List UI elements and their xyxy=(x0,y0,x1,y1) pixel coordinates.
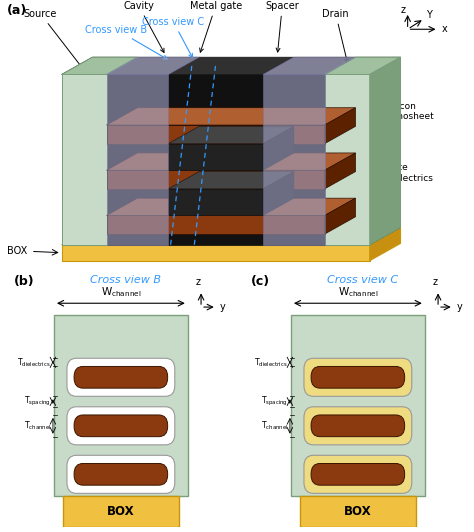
Polygon shape xyxy=(263,127,294,170)
Polygon shape xyxy=(325,108,356,144)
Polygon shape xyxy=(62,57,137,74)
Text: Spacer: Spacer xyxy=(265,1,299,52)
FancyBboxPatch shape xyxy=(74,415,168,437)
Text: y: y xyxy=(219,302,225,312)
Polygon shape xyxy=(107,198,356,215)
Polygon shape xyxy=(325,57,401,74)
Text: T$_{\mathregular{dielectrics}}$: T$_{\mathregular{dielectrics}}$ xyxy=(255,356,288,369)
Polygon shape xyxy=(107,74,168,245)
Polygon shape xyxy=(62,245,370,261)
FancyBboxPatch shape xyxy=(67,455,175,493)
Text: T$_{\mathregular{channel}}$: T$_{\mathregular{channel}}$ xyxy=(261,420,288,432)
Polygon shape xyxy=(300,496,416,527)
FancyBboxPatch shape xyxy=(67,407,175,445)
Text: T$_{\mathregular{dielectrics}}$: T$_{\mathregular{dielectrics}}$ xyxy=(18,356,51,369)
FancyBboxPatch shape xyxy=(304,455,412,493)
Polygon shape xyxy=(62,57,401,74)
Text: z: z xyxy=(433,277,438,287)
Text: z: z xyxy=(401,5,406,15)
Text: (c): (c) xyxy=(251,275,270,288)
FancyBboxPatch shape xyxy=(74,367,168,388)
Polygon shape xyxy=(63,496,179,527)
Polygon shape xyxy=(168,127,294,144)
Text: Cross view B: Cross view B xyxy=(85,24,167,59)
Text: Cross view C: Cross view C xyxy=(142,16,204,57)
Text: Gate
dielectrics: Gate dielectrics xyxy=(386,163,433,182)
Polygon shape xyxy=(325,74,370,245)
Text: T$_{\mathregular{spacing}}$: T$_{\mathregular{spacing}}$ xyxy=(24,395,51,408)
Polygon shape xyxy=(168,171,294,189)
Polygon shape xyxy=(107,153,356,170)
Polygon shape xyxy=(107,57,199,74)
Text: Drain: Drain xyxy=(322,9,349,63)
Text: (b): (b) xyxy=(14,275,35,288)
Text: Metal gate: Metal gate xyxy=(190,1,242,52)
Text: x: x xyxy=(442,24,447,34)
Polygon shape xyxy=(263,74,325,245)
Polygon shape xyxy=(263,171,294,215)
Text: W$_{\mathregular{channel}}$: W$_{\mathregular{channel}}$ xyxy=(337,285,378,298)
Polygon shape xyxy=(54,315,188,496)
Text: y: y xyxy=(456,302,462,312)
Text: Y: Y xyxy=(426,11,431,20)
Polygon shape xyxy=(263,57,356,74)
Text: BOX: BOX xyxy=(344,505,372,518)
FancyBboxPatch shape xyxy=(311,415,405,437)
Polygon shape xyxy=(107,108,356,125)
Polygon shape xyxy=(62,228,401,245)
Text: Silicon
nanosheet: Silicon nanosheet xyxy=(386,102,434,121)
Text: z: z xyxy=(196,277,201,287)
Polygon shape xyxy=(370,57,401,245)
Polygon shape xyxy=(291,315,425,496)
Text: BOX: BOX xyxy=(107,505,135,518)
Text: T$_{\mathregular{spacing}}$: T$_{\mathregular{spacing}}$ xyxy=(261,395,288,408)
FancyBboxPatch shape xyxy=(304,358,412,396)
Text: Cross view C: Cross view C xyxy=(327,275,398,285)
Text: (a): (a) xyxy=(7,4,27,17)
Polygon shape xyxy=(325,198,356,234)
Polygon shape xyxy=(370,228,401,261)
Polygon shape xyxy=(107,215,325,234)
Polygon shape xyxy=(370,57,401,245)
Polygon shape xyxy=(62,74,107,245)
Text: Cross view B: Cross view B xyxy=(90,275,161,285)
Polygon shape xyxy=(107,125,325,144)
Polygon shape xyxy=(107,170,325,189)
Text: Source: Source xyxy=(24,9,83,69)
FancyBboxPatch shape xyxy=(74,463,168,485)
Polygon shape xyxy=(325,153,356,189)
Text: T$_{\mathregular{channel}}$: T$_{\mathregular{channel}}$ xyxy=(24,420,51,432)
Text: BOX: BOX xyxy=(7,246,27,256)
Polygon shape xyxy=(168,144,263,170)
Text: Cavity: Cavity xyxy=(123,1,164,53)
FancyBboxPatch shape xyxy=(311,463,405,485)
Text: W$_{\mathregular{channel}}$: W$_{\mathregular{channel}}$ xyxy=(100,285,141,298)
FancyBboxPatch shape xyxy=(311,367,405,388)
Polygon shape xyxy=(168,189,263,215)
FancyBboxPatch shape xyxy=(304,407,412,445)
Polygon shape xyxy=(62,74,370,245)
FancyBboxPatch shape xyxy=(67,358,175,396)
